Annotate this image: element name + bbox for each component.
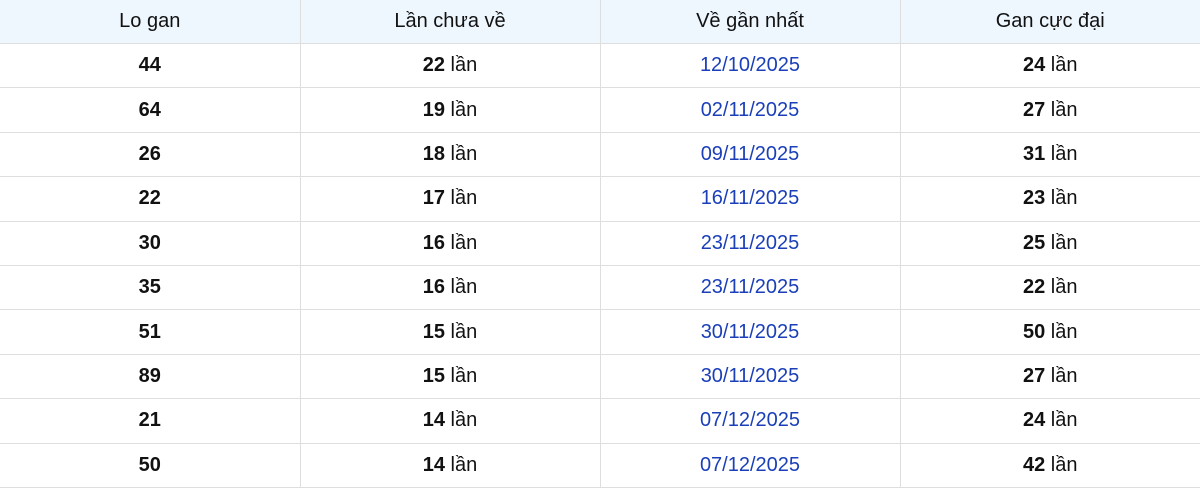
max-gap: 27 lần <box>899 353 1200 400</box>
last-seen-date: 30/11/2025 <box>599 309 901 355</box>
last-seen-date: 16/11/2025 <box>599 176 901 222</box>
absent-count: 19 lần <box>299 87 601 133</box>
absent-count: 16 lần <box>299 220 601 266</box>
lo-number: 89 <box>0 353 301 400</box>
header-last-seen: Về gần nhất <box>599 0 901 44</box>
table-row: 30 16 lần 23/11/2025 25 lần <box>0 220 1200 266</box>
last-seen-link[interactable]: 23/11/2025 <box>700 231 800 254</box>
absent-count: 15 lần <box>299 353 601 400</box>
table-row: 22 17 lần 16/11/2025 23 lần <box>0 176 1200 222</box>
max-gap: 22 lần <box>899 264 1200 311</box>
absent-count: 14 lần <box>299 398 601 444</box>
header-lo-gan: Lo gan <box>0 0 301 44</box>
last-seen-date: 23/11/2025 <box>599 220 901 266</box>
header-absent-count: Lần chưa về <box>299 0 601 44</box>
absent-count: 17 lần <box>299 176 601 222</box>
absent-count: 22 lần <box>299 42 601 89</box>
max-gap: 23 lần <box>899 176 1200 222</box>
table-row: 21 14 lần 07/12/2025 24 lần <box>0 398 1200 444</box>
unit-label: lần <box>1050 453 1078 476</box>
unit-label: lần <box>1050 409 1078 432</box>
unit-label: lần <box>450 54 478 77</box>
unit-label: lần <box>450 142 478 165</box>
last-seen-date: 12/10/2025 <box>599 42 901 89</box>
lo-number: 64 <box>0 87 301 133</box>
absent-count: 15 lần <box>299 309 601 355</box>
last-seen-link[interactable]: 16/11/2025 <box>700 187 800 210</box>
table-row: 89 15 lần 30/11/2025 27 lần <box>0 353 1200 400</box>
unit-label: lần <box>450 453 478 476</box>
max-gap: 42 lần <box>899 442 1200 488</box>
max-gap: 24 lần <box>899 398 1200 444</box>
absent-count: 16 lần <box>299 264 601 311</box>
unit-label: lần <box>1050 142 1078 165</box>
lo-number: 44 <box>0 42 301 89</box>
last-seen-date: 02/11/2025 <box>599 87 901 133</box>
header-row: Lo gan Lần chưa về Về gần nhất Gan cực đ… <box>0 0 1200 44</box>
max-gap: 24 lần <box>899 42 1200 89</box>
last-seen-date: 30/11/2025 <box>599 353 901 400</box>
last-seen-date: 07/12/2025 <box>599 442 901 488</box>
last-seen-date: 07/12/2025 <box>599 398 901 444</box>
last-seen-link[interactable]: 02/11/2025 <box>700 98 800 121</box>
lo-number: 22 <box>0 176 301 222</box>
table-row: 35 16 lần 23/11/2025 22 lần <box>0 264 1200 311</box>
header-max-gap: Gan cực đại <box>899 0 1200 44</box>
lo-number: 35 <box>0 264 301 311</box>
lo-number: 21 <box>0 398 301 444</box>
max-gap: 31 lần <box>899 131 1200 178</box>
unit-label: lần <box>450 187 478 210</box>
last-seen-date: 23/11/2025 <box>599 264 901 311</box>
last-seen-date: 09/11/2025 <box>599 131 901 178</box>
lo-number: 50 <box>0 442 301 488</box>
table-row: 44 22 lần 12/10/2025 24 lần <box>0 42 1200 89</box>
table-row: 51 15 lần 30/11/2025 50 lần <box>0 309 1200 355</box>
absent-count: 14 lần <box>299 442 601 488</box>
unit-label: lần <box>1050 187 1078 210</box>
unit-label: lần <box>1050 276 1078 299</box>
last-seen-link[interactable]: 07/12/2025 <box>699 409 801 432</box>
max-gap: 27 lần <box>899 87 1200 133</box>
last-seen-link[interactable]: 12/10/2025 <box>699 54 801 77</box>
last-seen-link[interactable]: 30/11/2025 <box>700 364 800 387</box>
unit-label: lần <box>450 364 478 387</box>
unit-label: lần <box>1050 98 1078 121</box>
unit-label: lần <box>450 231 478 254</box>
unit-label: lần <box>1050 364 1078 387</box>
absent-count: 18 lần <box>299 131 601 178</box>
last-seen-link[interactable]: 07/12/2025 <box>699 453 801 476</box>
unit-label: lần <box>1050 231 1078 254</box>
table-row: 26 18 lần 09/11/2025 31 lần <box>0 131 1200 178</box>
lo-number: 30 <box>0 220 301 266</box>
lo-number: 51 <box>0 309 301 355</box>
unit-label: lần <box>450 320 478 343</box>
last-seen-link[interactable]: 23/11/2025 <box>700 276 800 299</box>
unit-label: lần <box>450 409 478 432</box>
last-seen-link[interactable]: 09/11/2025 <box>700 142 800 165</box>
max-gap: 25 lần <box>899 220 1200 266</box>
unit-label: lần <box>1050 320 1078 343</box>
max-gap: 50 lần <box>899 309 1200 355</box>
unit-label: lần <box>450 98 478 121</box>
table-row: 50 14 lần 07/12/2025 42 lần <box>0 442 1200 488</box>
last-seen-link[interactable]: 30/11/2025 <box>700 320 800 343</box>
lo-number: 26 <box>0 131 301 178</box>
unit-label: lần <box>450 276 478 299</box>
table-row: 64 19 lần 02/11/2025 27 lần <box>0 87 1200 133</box>
unit-label: lần <box>1050 54 1078 77</box>
